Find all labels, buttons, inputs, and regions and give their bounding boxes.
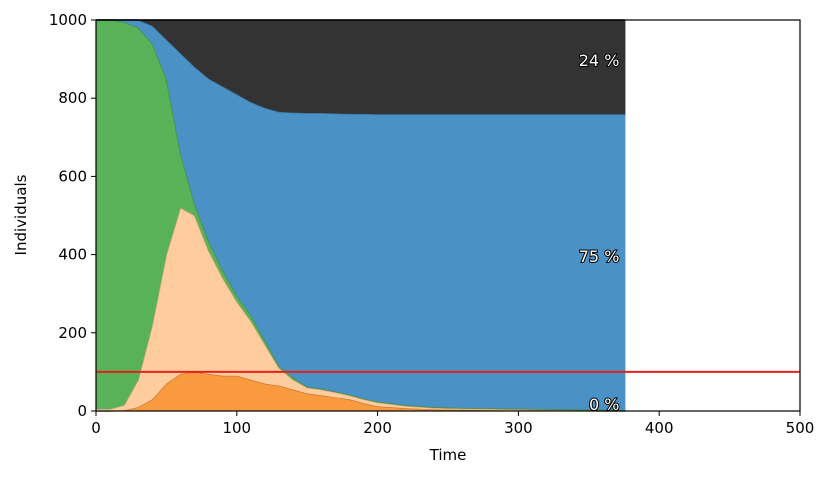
annotation: 0 %: [589, 395, 619, 414]
x-tick-label: 100: [222, 419, 251, 437]
x-tick-label: 400: [645, 419, 674, 437]
area: [96, 20, 626, 411]
x-axis-label: Time: [429, 446, 467, 464]
x-tick-label: 300: [504, 419, 533, 437]
area: [96, 20, 626, 115]
x-tick-label: 0: [91, 419, 101, 437]
area: [96, 207, 626, 411]
area: [96, 371, 626, 411]
y-tick-label: 600: [58, 167, 87, 185]
y-tick-label: 400: [58, 246, 87, 264]
y-tick-label: 0: [77, 402, 87, 420]
y-axis-label: Individuals: [12, 174, 30, 255]
y-tick-label: 800: [58, 89, 87, 107]
y-tick-label: 1000: [49, 11, 87, 29]
x-tick-label: 200: [363, 419, 392, 437]
area: [96, 20, 626, 411]
annotation: 24 %: [579, 51, 620, 70]
annotation: 75 %: [579, 247, 620, 266]
plot-frame: [95, 19, 801, 412]
y-tick-label: 200: [58, 324, 87, 342]
x-tick-label: 500: [786, 419, 815, 437]
